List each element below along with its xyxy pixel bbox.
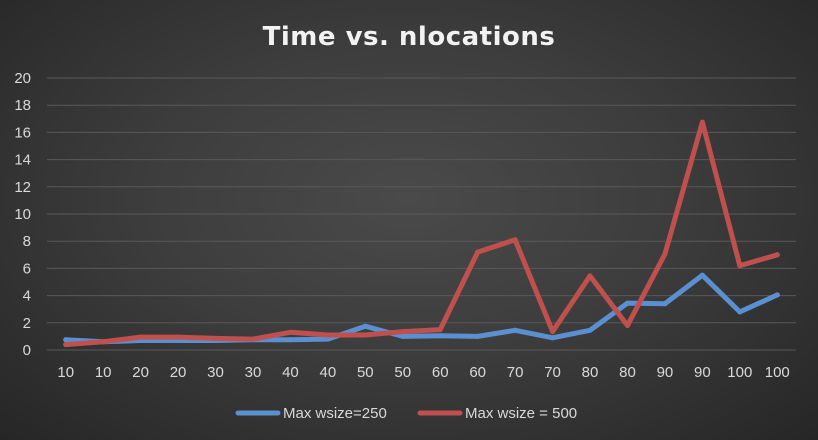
data-point: [437, 333, 443, 339]
chart-title: Time vs. nlocations: [263, 22, 556, 52]
legend-item-1: Max wsize=250: [235, 405, 387, 422]
data-point: [587, 273, 593, 279]
y-tick-label: 8: [23, 233, 31, 250]
data-point: [774, 292, 780, 298]
legend-label: Max wsize = 500: [465, 405, 577, 422]
legend-label: Max wsize=250: [283, 405, 387, 422]
x-tick-label: 50: [357, 364, 374, 381]
x-tick-label: 40: [282, 364, 299, 381]
data-point: [737, 309, 743, 315]
data-point: [63, 342, 69, 348]
x-tick-label: 100: [727, 364, 752, 381]
data-point: [550, 329, 556, 335]
data-point: [662, 251, 668, 257]
x-tick-label: 50: [394, 364, 411, 381]
x-tick-label: 70: [544, 364, 561, 381]
data-point: [287, 329, 293, 335]
data-point: [250, 336, 256, 342]
y-axis-ticks: 0 2 4 6 8 10 12 14 16 18 20: [14, 70, 31, 359]
data-point: [774, 252, 780, 258]
y-tick-label: 2: [23, 315, 31, 332]
legend: Max wsize=250 Max wsize = 500: [235, 405, 577, 422]
y-tick-label: 20: [14, 70, 31, 87]
x-tick-label: 60: [469, 364, 486, 381]
data-point: [213, 335, 219, 341]
y-tick-label: 10: [14, 206, 31, 223]
data-point: [587, 327, 593, 333]
x-tick-label: 80: [582, 364, 599, 381]
x-tick-label: 90: [694, 364, 711, 381]
y-tick-label: 14: [14, 152, 31, 169]
data-point: [512, 237, 518, 243]
x-axis-ticks: 10 10 20 20 30 30 40 40 50 50 60 60 70 70 80 80 90 90 100 1…: [57, 364, 789, 381]
data-point: [325, 336, 331, 342]
data-point: [362, 323, 368, 329]
data-point: [475, 249, 481, 255]
data-point: [437, 327, 443, 333]
x-tick-label: 30: [245, 364, 262, 381]
legend-item-2: Max wsize = 500: [417, 405, 577, 422]
data-point: [175, 334, 181, 340]
x-tick-label: 10: [57, 364, 74, 381]
x-tick-label: 100: [765, 364, 790, 381]
x-tick-label: 20: [132, 364, 149, 381]
series-line-2: [63, 119, 780, 348]
series-line-1: [63, 272, 780, 345]
y-tick-label: 0: [23, 342, 31, 359]
data-point: [662, 301, 668, 307]
data-point: [550, 335, 556, 341]
data-point: [475, 333, 481, 339]
y-tick-label: 18: [14, 97, 31, 114]
data-point: [100, 339, 106, 345]
x-tick-label: 30: [207, 364, 224, 381]
x-tick-label: 80: [619, 364, 636, 381]
x-tick-label: 90: [657, 364, 674, 381]
y-tick-label: 16: [14, 124, 31, 141]
data-point: [400, 333, 406, 339]
x-tick-label: 20: [170, 364, 187, 381]
data-point: [362, 332, 368, 338]
data-point: [287, 337, 293, 343]
data-point: [325, 332, 331, 338]
x-tick-label: 40: [320, 364, 337, 381]
data-point: [400, 329, 406, 335]
data-point: [699, 272, 705, 278]
data-point: [624, 323, 630, 329]
x-tick-label: 60: [432, 364, 449, 381]
data-point: [138, 334, 144, 340]
data-point: [624, 300, 630, 306]
data-point: [63, 337, 69, 343]
y-tick-label: 6: [23, 260, 31, 277]
x-tick-label: 70: [507, 364, 524, 381]
data-point: [737, 263, 743, 269]
y-tick-label: 4: [23, 288, 31, 305]
series-lines: [63, 119, 780, 348]
data-point: [512, 327, 518, 333]
data-point: [699, 119, 705, 125]
gridlines: [47, 77, 796, 351]
x-tick-label: 10: [95, 364, 112, 381]
y-tick-label: 12: [14, 179, 31, 196]
